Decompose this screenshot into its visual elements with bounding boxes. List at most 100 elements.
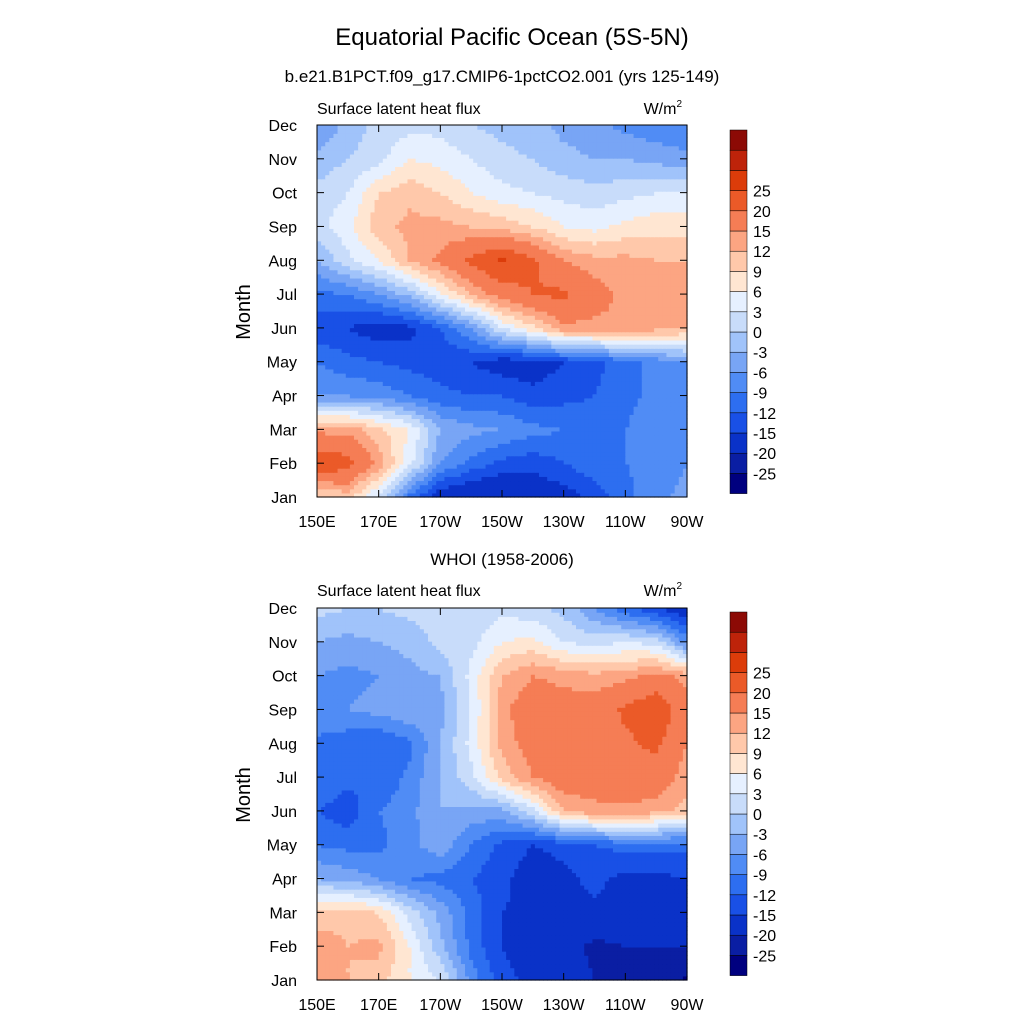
contour-cell [526,476,532,482]
contour-cell [428,480,433,486]
contour-cell [444,269,450,275]
contour-cell [502,397,507,403]
contour-cell [588,282,594,287]
contour-cell [637,476,643,482]
contour-cell [666,298,672,304]
contour-cell [358,311,363,316]
contour-cell [399,282,404,287]
contour-cell [670,331,676,337]
contour-cell [382,290,388,296]
contour-cell [440,282,446,287]
contour-cell [444,360,450,366]
contour-cell [600,389,606,395]
contour-cell [493,426,499,432]
contour-cell [465,356,470,362]
contour-cell [563,294,569,300]
contour-cell [588,472,594,477]
contour-cell [645,488,651,494]
contour-cell [543,459,548,465]
contour-cell [506,397,511,403]
contour-cell [608,298,614,304]
contour-cell [382,282,388,287]
contour-cell [465,484,470,490]
contour-cell [366,298,372,304]
contour-cell [645,468,651,473]
contour-cell [522,406,528,411]
contour-cell [514,348,520,353]
contour-cell [555,269,561,275]
contour-cell [481,277,487,283]
contour-cell [559,373,565,378]
contour-cell [345,286,351,291]
contour-cell [592,472,598,477]
contour-cell [395,410,400,415]
contour-cell [571,414,577,420]
contour-cell [670,290,676,296]
contour-cell [407,439,413,444]
contour-cell [633,273,639,279]
contour-cell [419,335,425,341]
contour-cell [354,389,359,395]
contour-cell [428,468,433,473]
contour-cell [489,443,495,448]
contour-cell [637,414,643,420]
contour-cell [497,344,503,349]
contour-cell [489,406,495,411]
contour-cell [588,364,594,370]
contour-cell [497,331,503,337]
contour-cell [543,373,548,378]
contour-cell [362,311,367,316]
contour-cell [510,459,515,465]
contour-cell [481,435,487,440]
contour-cell [604,389,610,395]
contour-cell [633,459,639,465]
contour-cell [547,335,552,341]
contour-cell [448,373,454,378]
contour-cell [411,492,417,498]
contour-cell [526,472,532,477]
contour-cell [395,298,400,304]
contour-cell [588,298,594,304]
contour-cell [621,323,626,329]
contour-cell [674,294,680,300]
contour-cell [317,385,322,391]
contour-cell [440,406,446,411]
contour-cell [419,459,425,465]
contour-cell [473,282,478,287]
contour-cell [395,269,400,275]
contour-cell [477,348,483,353]
contour-cell [395,430,400,436]
contour-cell [489,311,495,316]
contour-cell [604,352,610,358]
contour-cell [670,480,676,486]
contour-cell [349,335,355,341]
contour-cell [637,335,643,341]
contour-cell [682,356,688,362]
contour-cell [423,356,429,362]
contour-cell [526,335,532,341]
contour-cell [645,459,651,465]
contour-cell [666,348,672,353]
contour-cell [522,492,528,498]
contour-cell [608,352,614,358]
contour-cell [588,393,594,399]
contour-cell [571,273,577,279]
contour-cell [588,439,594,444]
contour-cell [629,484,635,490]
contour-cell [650,277,655,283]
contour-cell [608,306,614,312]
contour-cell [580,484,585,490]
contour-cell [654,327,659,333]
contour-cell [621,430,626,436]
contour-cell [481,327,487,333]
contour-cell [526,327,532,333]
contour-cell [526,344,532,349]
contour-cell [559,377,565,382]
contour-cell [596,389,602,395]
contour-cell [337,327,343,333]
contour-cell [349,339,355,345]
contour-cell [670,393,676,399]
contour-cell [395,335,400,341]
contour-cell [407,430,413,436]
contour-cell [584,368,589,374]
